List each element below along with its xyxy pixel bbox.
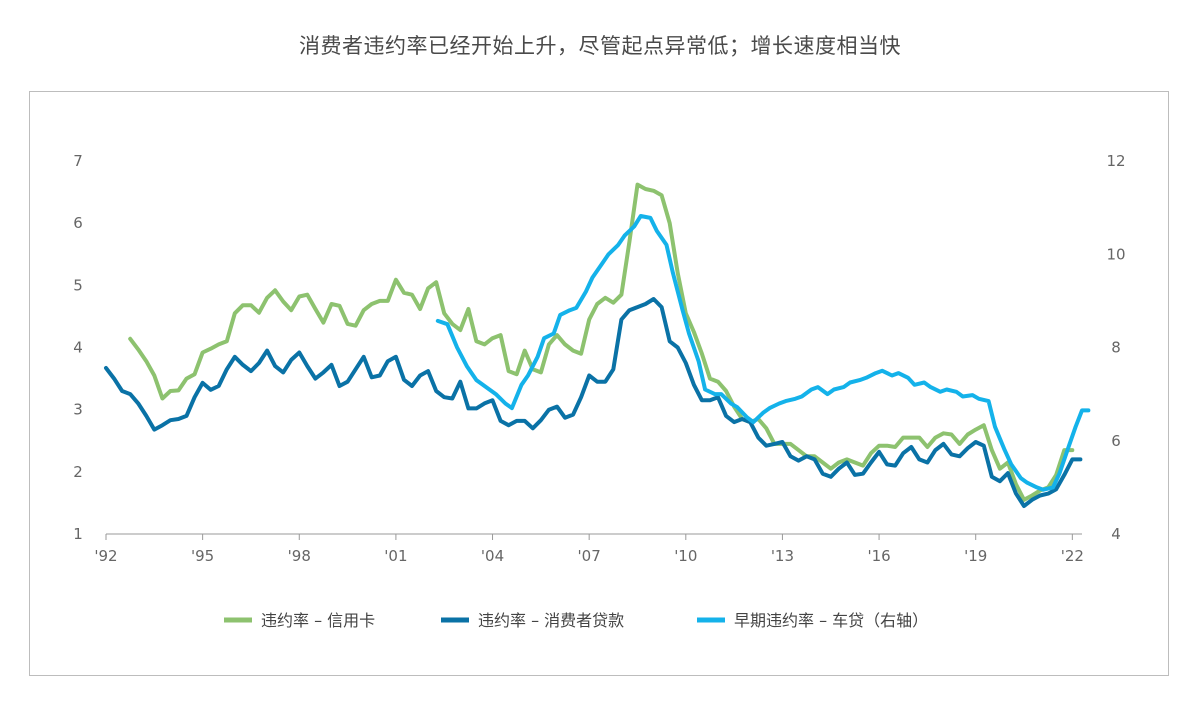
series-line-3	[435, 214, 1091, 492]
axes-group: '92'95'98'01'04'07'10'13'16'19'221234567…	[73, 152, 1125, 565]
x-tick-label: '92	[94, 547, 117, 565]
legend-label-1: 违约率 – 信用卡	[261, 611, 375, 630]
x-tick-label: '07	[578, 547, 601, 565]
y-left-tick-label: 7	[73, 152, 83, 170]
y-left-tick-label: 5	[73, 276, 83, 294]
y-right-tick-label: 12	[1106, 152, 1125, 170]
x-tick-label: '10	[674, 547, 697, 565]
y-right-tick-label: 6	[1111, 432, 1121, 450]
y-right-tick-label: 8	[1111, 339, 1121, 357]
chart-frame	[29, 91, 1169, 676]
legend-label-3: 早期违约率 – 车贷（右轴）	[734, 611, 928, 630]
y-left-tick-label: 4	[73, 339, 83, 357]
series-group	[104, 182, 1091, 508]
y-right-tick-label: 4	[1111, 525, 1121, 543]
x-tick-label: '04	[481, 547, 504, 565]
x-tick-label: '22	[1061, 547, 1084, 565]
x-tick-label: '01	[384, 547, 407, 565]
x-tick-label: '13	[771, 547, 794, 565]
legend: 违约率 – 信用卡 违约率 – 消费者贷款 早期违约率 – 车贷（右轴）	[224, 611, 928, 630]
x-tick-label: '95	[191, 547, 214, 565]
y-left-tick-label: 2	[73, 463, 83, 481]
legend-label-2: 违约率 – 消费者贷款	[478, 611, 624, 630]
x-tick-label: '16	[867, 547, 890, 565]
series-line-1	[128, 182, 1075, 502]
y-left-tick-label: 6	[73, 214, 83, 232]
x-tick-label: '19	[964, 547, 987, 565]
chart-title: 消费者违约率已经开始上升，尽管起点异常低；增长速度相当快	[299, 34, 901, 58]
x-tick-label: '98	[288, 547, 311, 565]
series-line-2	[104, 297, 1083, 508]
y-left-tick-label: 1	[73, 525, 83, 543]
y-right-tick-label: 10	[1106, 245, 1125, 263]
y-left-tick-label: 3	[73, 401, 83, 419]
